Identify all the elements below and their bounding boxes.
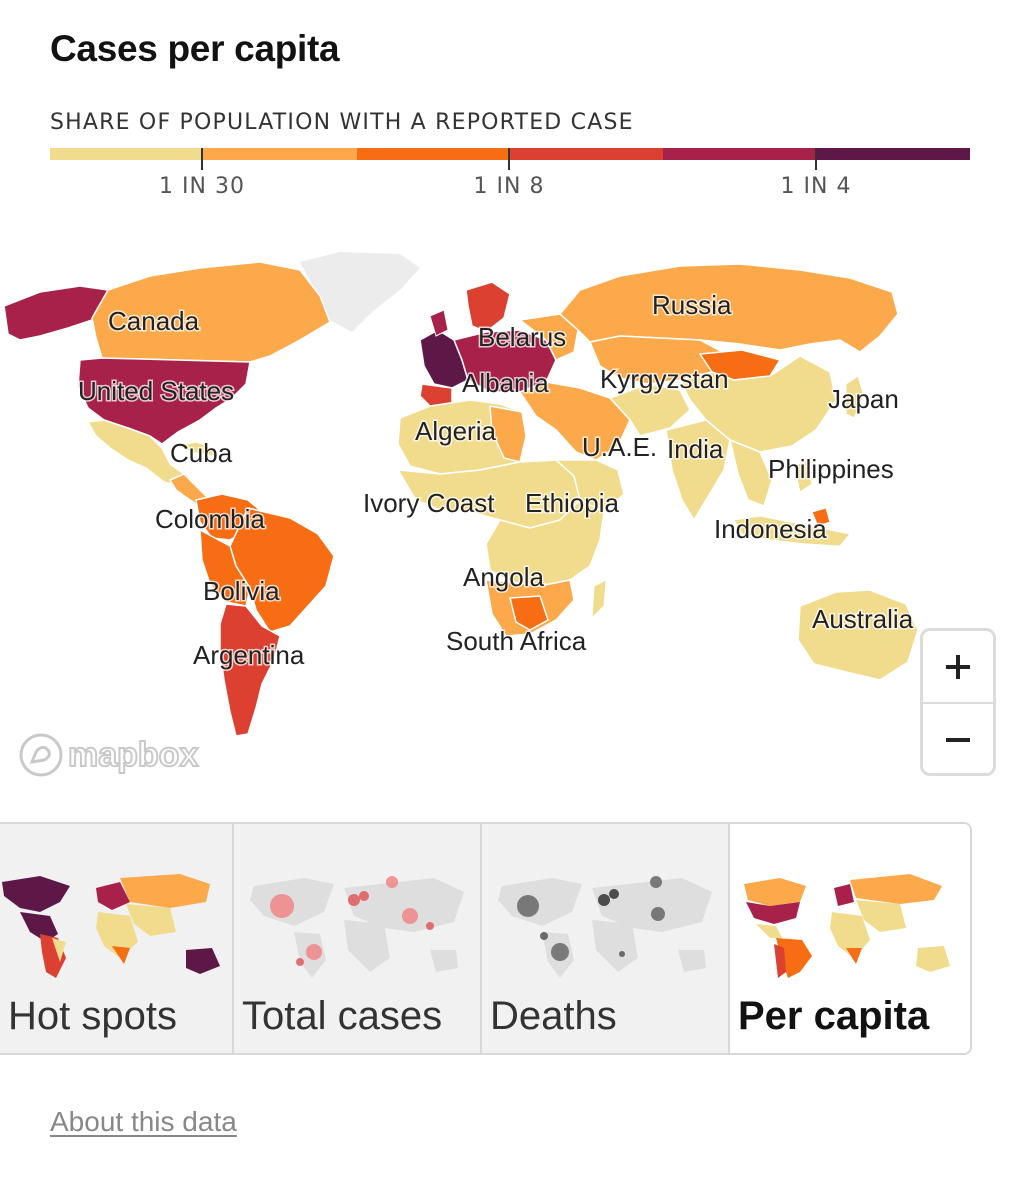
label-south-africa: South Africa <box>446 626 587 656</box>
tab-label: Hot spots <box>8 994 177 1038</box>
mapbox-logo-icon <box>19 733 63 777</box>
alaska-shape[interactable] <box>3 285 110 341</box>
color-scale-step-6 <box>816 148 970 160</box>
label-ivory-coast: Ivory Coast <box>363 488 495 518</box>
legend-tick-label: 1 IN 30 <box>159 174 245 199</box>
legend-tick-mark <box>815 148 817 170</box>
argentina-shape[interactable] <box>219 603 281 737</box>
map-view-tabs: Hot spots Total cases <box>0 822 972 1055</box>
zoom-in-button[interactable] <box>923 631 993 702</box>
scandinavia-shape[interactable] <box>465 281 511 333</box>
southeast-asia-shape[interactable] <box>728 438 773 507</box>
label-cuba: Cuba <box>170 438 233 468</box>
label-belarus: Belarus <box>478 322 566 352</box>
about-this-data-link[interactable]: About this data <box>50 1106 237 1137</box>
ethiopia-shape[interactable] <box>554 459 625 513</box>
plus-icon <box>946 654 970 679</box>
total-cases-thumbnail-icon <box>250 876 464 978</box>
color-scale-step-5 <box>663 148 817 160</box>
tab-hot-spots[interactable]: Hot spots <box>0 824 234 1053</box>
label-bolivia: Bolivia <box>203 576 280 606</box>
zoom-out-button[interactable] <box>923 702 993 773</box>
legend-tick-mark <box>201 148 203 170</box>
label-canada: Canada <box>108 306 200 336</box>
label-colombia: Colombia <box>155 504 265 534</box>
mapbox-wordmark: mapbox <box>67 735 199 775</box>
label-angola: Angola <box>463 562 544 592</box>
legend-tick-label: 1 IN 8 <box>473 174 545 199</box>
legend-heading: SHARE OF POPULATION WITH A REPORTED CASE <box>50 110 634 135</box>
label-argentina: Argentina <box>193 640 305 670</box>
namibia-shape[interactable] <box>509 595 549 631</box>
chart-title: Cases per capita <box>50 28 340 69</box>
hot-spots-thumbnail-icon <box>2 874 220 978</box>
malaysia-shape[interactable] <box>811 507 831 527</box>
tab-label: Deaths <box>490 994 617 1038</box>
legend-tick-label: 1 IN 4 <box>780 174 852 199</box>
legend-tick-mark <box>508 148 510 170</box>
per-capita-thumbnail-icon <box>744 874 950 978</box>
color-scale-step-3 <box>356 148 510 160</box>
mapbox-attribution[interactable]: mapbox <box>18 732 199 778</box>
label-kyrgyzstan: Kyrgyzstan <box>600 364 729 394</box>
tab-deaths[interactable]: Deaths <box>482 824 730 1053</box>
tab-per-capita[interactable]: Per capita <box>730 824 970 1053</box>
color-scale-step-2 <box>203 148 357 160</box>
united-states-shape[interactable] <box>77 357 251 445</box>
zoom-control <box>920 628 996 776</box>
label-united-states: United States <box>78 376 234 406</box>
color-scale-step-4 <box>509 148 664 160</box>
label-japan: Japan <box>828 384 899 414</box>
uk-shape[interactable] <box>429 309 449 337</box>
tab-total-cases[interactable]: Total cases <box>234 824 482 1053</box>
label-philippines: Philippines <box>768 454 894 484</box>
label-australia: Australia <box>812 604 914 634</box>
deaths-thumbnail-icon <box>498 876 712 978</box>
color-scale-bar <box>50 148 970 160</box>
world-map[interactable]: Canada United States Cuba Colombia Boliv… <box>0 240 1018 800</box>
japan-shape[interactable] <box>845 375 865 419</box>
label-ethiopia: Ethiopia <box>525 488 619 518</box>
tab-label: Per capita <box>738 994 930 1038</box>
indonesia-shape[interactable] <box>733 515 851 547</box>
label-russia: Russia <box>652 290 732 320</box>
label-uae: U.A.E. <box>582 432 657 462</box>
tab-label: Total cases <box>242 994 443 1038</box>
label-albania: Albania <box>462 368 549 398</box>
label-algeria: Algeria <box>415 416 496 446</box>
philippines-shape[interactable] <box>793 459 813 493</box>
india-shape[interactable] <box>665 419 731 522</box>
middle-east-shape[interactable] <box>518 381 631 461</box>
angola-shape[interactable] <box>485 499 605 587</box>
world-map-canvas[interactable]: Canada United States Cuba Colombia Boliv… <box>0 240 1018 800</box>
minus-icon <box>946 737 970 742</box>
cuba-shape[interactable] <box>174 441 219 457</box>
color-scale-step-1 <box>50 148 204 160</box>
iran-shape[interactable] <box>608 383 691 437</box>
label-indonesia: Indonesia <box>714 514 827 544</box>
greenland-shape <box>300 252 420 332</box>
label-india: India <box>667 434 724 464</box>
madagascar-shape[interactable] <box>591 579 607 620</box>
australia-shape[interactable] <box>797 589 919 681</box>
